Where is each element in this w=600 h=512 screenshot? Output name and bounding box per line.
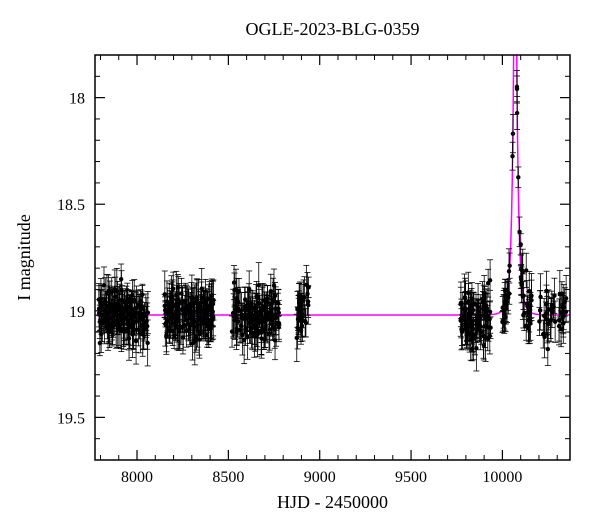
svg-text:9000: 9000	[304, 469, 336, 486]
chart-title: OGLE-2023-BLG-0359	[246, 19, 420, 39]
svg-text:9500: 9500	[395, 469, 427, 486]
svg-text:18: 18	[69, 91, 85, 108]
lightcurve-chart: 8000 8500 9000 9500 10000 18 18.5 19 19.5 OGLE-20…	[0, 0, 600, 512]
svg-text:19: 19	[69, 304, 85, 321]
x-axis-label: HJD - 2450000	[277, 492, 388, 512]
svg-text:19.5: 19.5	[57, 410, 85, 427]
svg-text:10000: 10000	[482, 469, 522, 486]
chart-svg: 8000 8500 9000 9500 10000 18 18.5 19 19.5 OGLE-20…	[0, 0, 600, 512]
y-axis-label: I magnitude	[14, 214, 34, 300]
svg-text:8500: 8500	[212, 469, 244, 486]
svg-text:18.5: 18.5	[57, 197, 85, 214]
svg-text:8000: 8000	[121, 469, 153, 486]
